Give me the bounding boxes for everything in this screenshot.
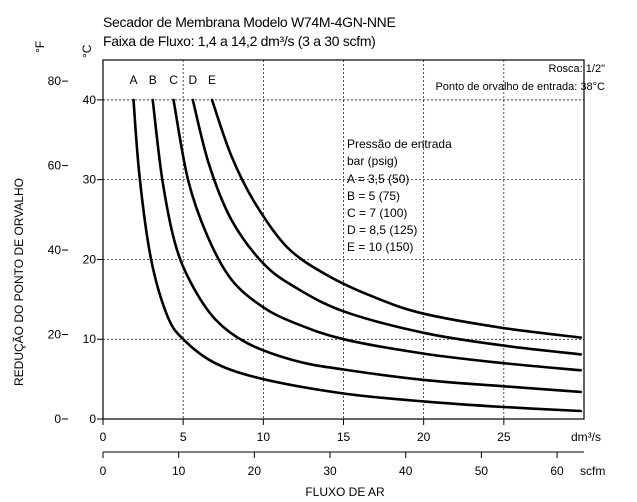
chart-title: Secador de Membrana Modelo W74M-4GN-NNE xyxy=(103,14,396,30)
y-tick-label-celsius: 0 xyxy=(89,412,96,426)
x-unit-bottom: scfm xyxy=(580,464,605,478)
x-tick-label: 5 xyxy=(180,430,187,444)
legend-entry-e: E = 10 (150) xyxy=(347,240,413,254)
chart-subtitle: Faixa de Fluxo: 1,4 a 14,2 dm³/s (3 a 30… xyxy=(103,33,376,49)
annotation-inlet-dewpoint: Ponto de orvalho de entrada: 38°C xyxy=(435,81,605,93)
y-tick-label-fahrenheit: 0 xyxy=(54,412,61,426)
y-tick-label-celsius: 30 xyxy=(83,173,97,187)
y-tick-label-fahrenheit: 80 xyxy=(48,74,62,88)
x-scfm-tick-label: 0 xyxy=(100,464,107,478)
legend-entry-c: C = 7 (100) xyxy=(347,206,407,220)
y-tick-label-celsius: 40 xyxy=(83,93,97,107)
y-tick-label-celsius: 20 xyxy=(83,252,97,266)
x-scfm-tick-label: 30 xyxy=(323,464,337,478)
x-tick-label: 10 xyxy=(257,430,271,444)
x-scfm-tick-label: 40 xyxy=(399,464,413,478)
legend-entry-d: D = 8,5 (125) xyxy=(347,223,417,237)
legend-title-line-1: Pressão de entrada xyxy=(347,137,452,151)
legend-title-line-2: bar (psig) xyxy=(347,154,398,168)
x-tick-label: 20 xyxy=(417,430,431,444)
series-line-e xyxy=(210,98,583,339)
y-unit-fahrenheit: °F xyxy=(33,41,47,53)
x-tick-label: 15 xyxy=(337,430,351,444)
series-label-b: B xyxy=(149,73,157,87)
x-scfm-tick-label: 60 xyxy=(550,464,564,478)
series-line-d xyxy=(191,98,583,356)
y-tick-label-celsius: 10 xyxy=(83,332,97,346)
series-layer xyxy=(132,98,583,413)
x-tick-label: 0 xyxy=(100,430,107,444)
series-line-a xyxy=(132,98,583,413)
series-line-b xyxy=(151,98,583,394)
x-tick-label: 25 xyxy=(497,430,511,444)
legend: Pressão de entrada bar (psig) A = 3,5 (5… xyxy=(347,137,452,254)
y-unit-celsius: °C xyxy=(80,44,94,58)
series-label-d: D xyxy=(188,73,197,87)
y-tick-label-fahrenheit: 40 xyxy=(48,243,62,257)
annotation-connection: Rosca: 1/2" xyxy=(549,63,606,75)
series-label-e: E xyxy=(208,73,216,87)
y-axis-label: REDUÇÃO DO PONTO DE ORVALHO xyxy=(12,178,26,386)
x-scfm-tick-label: 50 xyxy=(475,464,489,478)
series-label-c: C xyxy=(169,73,178,87)
series-label-a: A xyxy=(129,73,137,87)
legend-entry-b: B = 5 (75) xyxy=(347,189,400,203)
y-tick-label-fahrenheit: 20 xyxy=(48,328,62,342)
x-axis-label: FLUXO DE AR xyxy=(305,485,385,499)
x-unit-top: dm³/s xyxy=(571,430,601,444)
x-scfm-tick-label: 10 xyxy=(172,464,186,478)
tick-layer: 0 5 10 15 20 25 0 10 20 30 40 50 60 0 10 20 30 40 0 20 40 60 8… xyxy=(48,74,564,478)
x-scfm-tick-label: 20 xyxy=(248,464,262,478)
series-line-c xyxy=(172,98,583,372)
legend-entry-a: A = 3,5 (50) xyxy=(347,172,409,186)
y-tick-label-fahrenheit: 60 xyxy=(48,159,62,173)
